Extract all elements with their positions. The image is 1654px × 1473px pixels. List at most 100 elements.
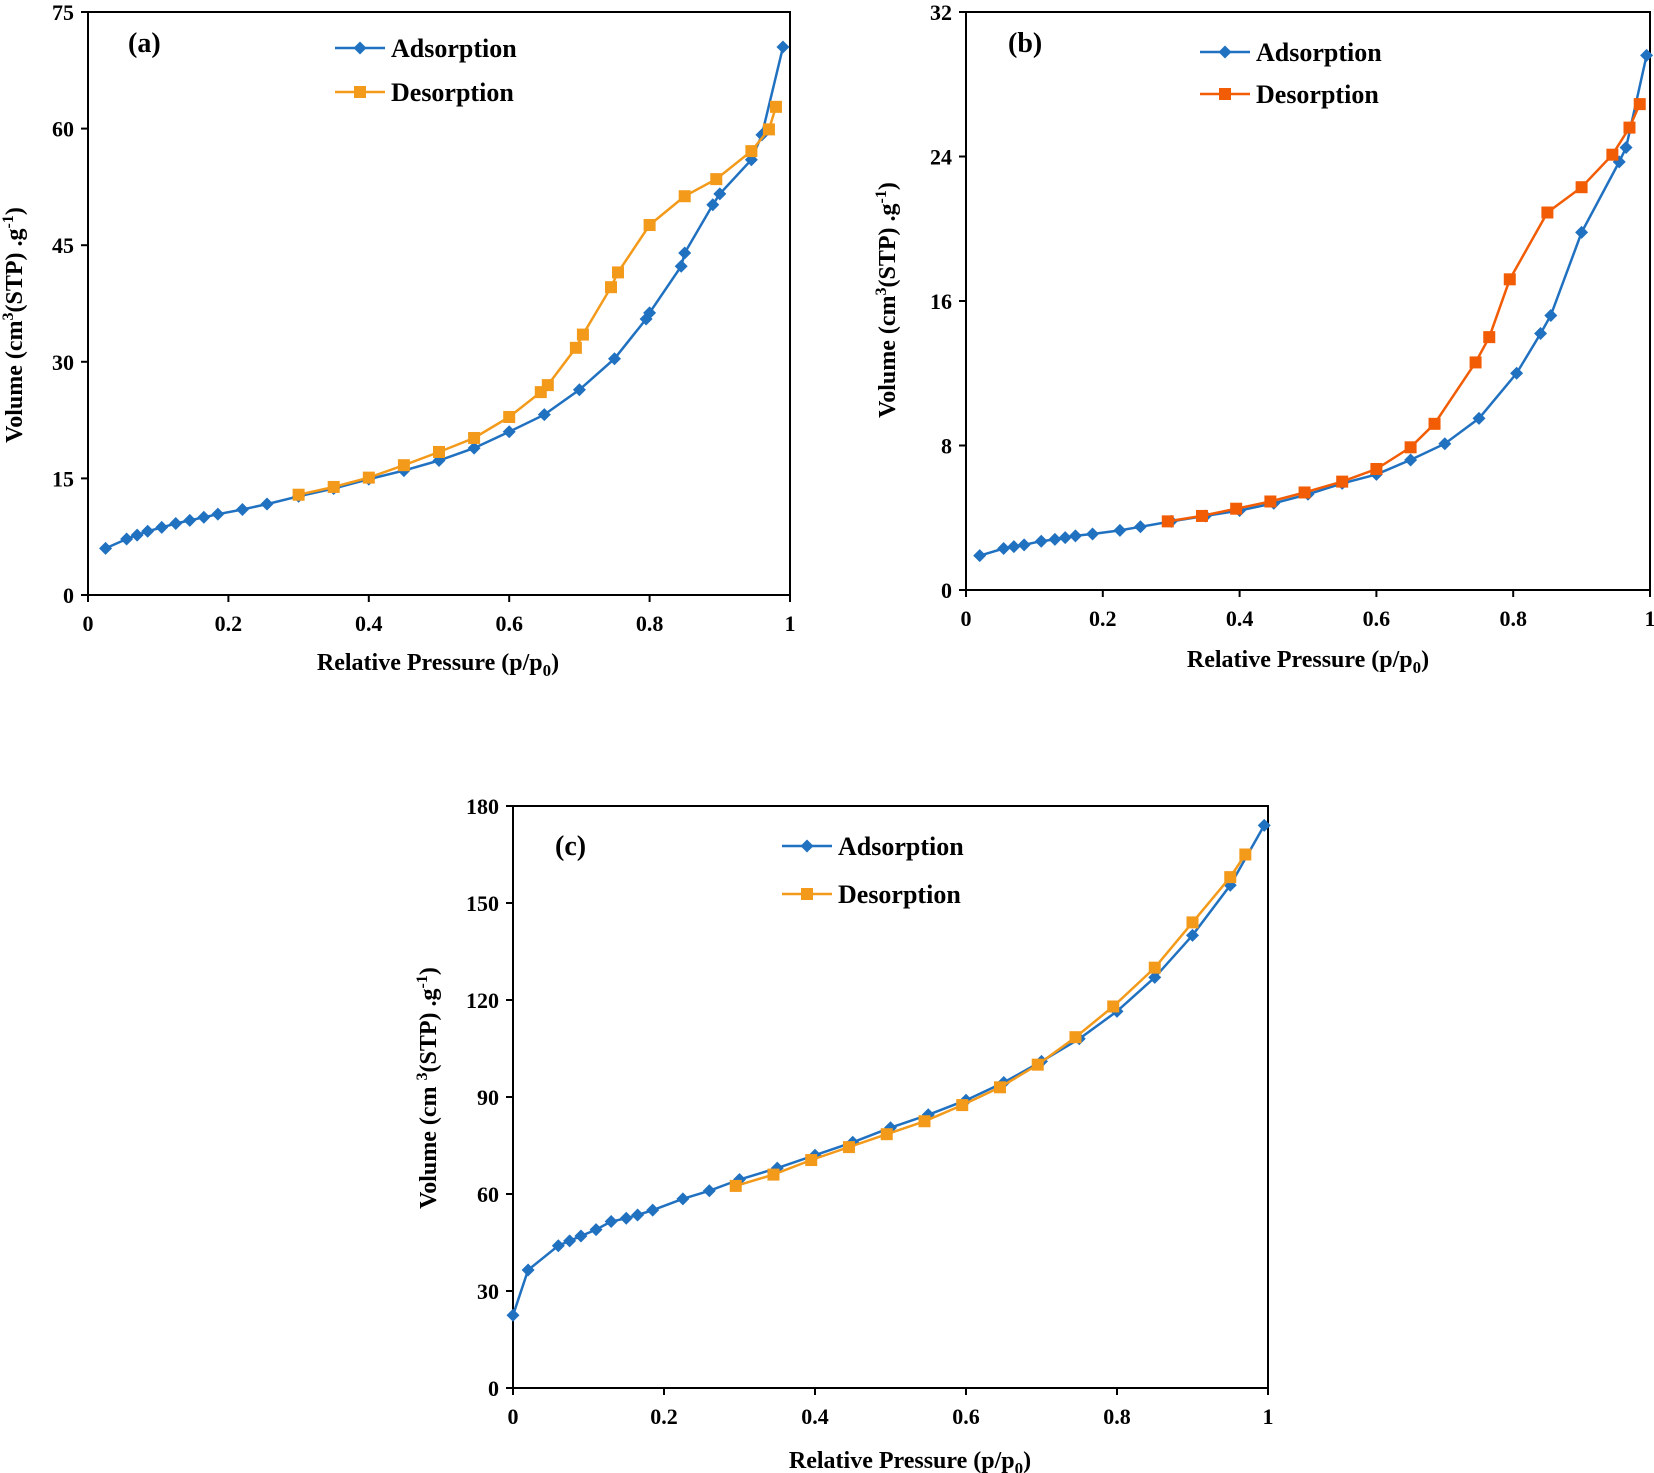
plot-frame bbox=[87, 11, 791, 596]
y-axis-title-ylabel: Volume (cm bbox=[416, 1080, 442, 1208]
y-axis-title-ylabel-mid: (STP) .g bbox=[2, 228, 28, 312]
series-adsorption bbox=[99, 40, 790, 555]
desorption-point bbox=[327, 480, 340, 493]
adsorption-point bbox=[706, 198, 720, 212]
desorption-point bbox=[729, 1179, 742, 1192]
desorption-point bbox=[1633, 98, 1646, 111]
desorption-point bbox=[745, 145, 758, 158]
x-tick-label: 0.6 bbox=[1363, 606, 1391, 631]
desorption-point bbox=[468, 431, 481, 444]
desorption-point bbox=[541, 379, 554, 392]
legend-adsorption: Adsorption bbox=[335, 34, 517, 63]
desorption-point bbox=[1575, 181, 1588, 194]
x-tick-label: 0 bbox=[508, 1404, 519, 1429]
x-axis-title-main: Relative Pressure (p/p bbox=[1187, 647, 1413, 673]
adsorption-point bbox=[502, 425, 516, 439]
desorption-point bbox=[918, 1115, 931, 1128]
legend-adsorption: Adsorption bbox=[1200, 38, 1382, 67]
y-axis-title-ylabel: Volume (cm bbox=[875, 295, 901, 417]
adsorption-point bbox=[551, 1239, 565, 1253]
y-tick-label: 30 bbox=[477, 1279, 499, 1304]
adsorption-point bbox=[1575, 225, 1589, 239]
y-axis-title: Volume (cm3(STP) .g-1) bbox=[0, 207, 28, 443]
desorption-point bbox=[292, 488, 305, 501]
y-axis-title-ylabel-mid: (STP) .g bbox=[416, 988, 442, 1072]
y-tick-label: 60 bbox=[477, 1182, 499, 1207]
desorption-point bbox=[956, 1099, 969, 1112]
series-desorption bbox=[729, 848, 1252, 1192]
desorption-point bbox=[569, 341, 582, 354]
adsorption-point bbox=[155, 520, 169, 534]
adsorption-point bbox=[1017, 538, 1031, 552]
adsorption-point bbox=[1068, 529, 1082, 543]
adsorption-point bbox=[99, 541, 113, 555]
adsorption-point bbox=[678, 246, 692, 260]
y-tick-label: 45 bbox=[52, 233, 74, 258]
x-tick-label: 0.8 bbox=[1103, 1404, 1131, 1429]
y-tick-label: 24 bbox=[930, 145, 952, 170]
adsorption-point bbox=[521, 1263, 535, 1277]
adsorption-point bbox=[141, 524, 155, 538]
x-tick-label: 1 bbox=[1645, 606, 1654, 631]
adsorption-line bbox=[104, 46, 785, 550]
y-tick-label: 150 bbox=[466, 891, 499, 916]
adsorption-point bbox=[1534, 327, 1548, 341]
y-tick-label: 30 bbox=[52, 350, 74, 375]
x-axis-title-sub: 0 bbox=[1015, 1459, 1024, 1473]
desorption-point bbox=[1224, 871, 1237, 884]
desorption-point bbox=[678, 190, 691, 203]
desorption-point bbox=[805, 1154, 818, 1167]
x-tick-label: 0.2 bbox=[650, 1404, 678, 1429]
x-tick-label: 0.8 bbox=[636, 611, 664, 636]
legend-label: Adsorption bbox=[1256, 38, 1382, 67]
adsorption-point bbox=[1472, 411, 1486, 425]
adsorption-point bbox=[467, 441, 481, 455]
desorption-point bbox=[433, 445, 445, 458]
desorption-point bbox=[842, 1141, 855, 1154]
series-desorption bbox=[292, 100, 782, 501]
adsorption-point bbox=[973, 549, 987, 563]
adsorption-point bbox=[702, 1184, 716, 1198]
y-axis-title-ylabel-sup2: -1 bbox=[0, 215, 17, 228]
x-tick-label: 0 bbox=[961, 606, 972, 631]
chart-panel-b: 0 8 16 24 32 0 0.2 0.4 0.6 0.8 1 Relative Pressure … bbox=[873, 0, 1654, 677]
panel-label: (a) bbox=[128, 28, 161, 59]
legend-marker bbox=[1219, 88, 1231, 100]
adsorption-point bbox=[676, 1192, 690, 1206]
legend-desorption: Desorption bbox=[782, 880, 961, 909]
adsorption-point bbox=[1510, 366, 1524, 380]
desorption-point bbox=[1239, 848, 1252, 861]
y-axis-title-ylabel-end: ) bbox=[416, 967, 442, 975]
x-axis-title-sub: 0 bbox=[1413, 658, 1422, 677]
y-axis-title-ylabel-end: ) bbox=[875, 182, 901, 190]
desorption-point bbox=[1428, 417, 1441, 430]
y-axis-title-ylabel-mid: (STP) .g bbox=[875, 203, 901, 287]
x-axis-title-main: Relative Pressure (p/p bbox=[789, 1448, 1015, 1473]
adsorption-point bbox=[1034, 534, 1048, 548]
legend-marker bbox=[354, 86, 366, 98]
adsorption-point bbox=[589, 1223, 603, 1237]
adsorption-point bbox=[713, 187, 727, 201]
adsorption-point bbox=[1113, 523, 1127, 537]
y-axis-title-ylabel-sup2: -1 bbox=[873, 190, 890, 203]
adsorption-point bbox=[1640, 48, 1654, 62]
legend-label: Desorption bbox=[391, 78, 514, 107]
x-tick-label: 0.8 bbox=[1499, 606, 1527, 631]
x-tick-label: 1 bbox=[1263, 1404, 1274, 1429]
adsorption-point bbox=[130, 528, 144, 542]
desorption-point bbox=[1541, 206, 1554, 219]
adsorption-point bbox=[572, 383, 586, 397]
desorption-line bbox=[298, 106, 778, 496]
desorption-point bbox=[1623, 121, 1636, 134]
desorption-point bbox=[362, 471, 375, 484]
y-axis-title: Volume (cm 3(STP) .g-1) bbox=[414, 967, 442, 1209]
adsorption-point bbox=[1438, 437, 1452, 451]
panel-label: (b) bbox=[1008, 28, 1042, 59]
adsorption-point bbox=[1086, 527, 1100, 541]
desorption-point bbox=[1469, 356, 1482, 369]
adsorption-point bbox=[1058, 531, 1072, 545]
y-axis-title-ylabel-sup: 3 bbox=[0, 312, 17, 320]
